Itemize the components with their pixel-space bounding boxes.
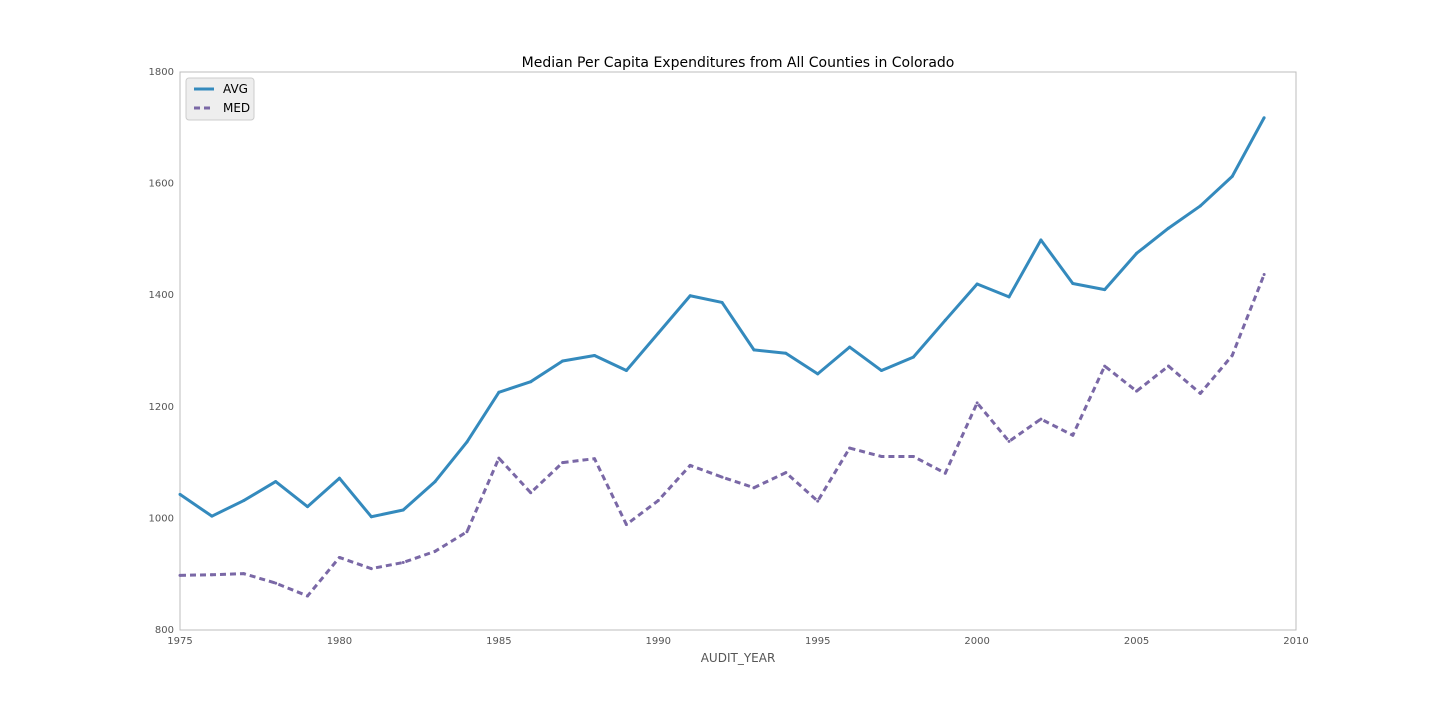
data-point-med: [752, 486, 756, 490]
data-point-avg: [1198, 204, 1202, 208]
data-point-avg: [1135, 251, 1139, 255]
data-point-med: [369, 567, 373, 571]
data-point-med: [529, 491, 533, 495]
x-tick-label: 1985: [486, 636, 511, 647]
data-point-avg: [369, 515, 373, 519]
data-point-med: [306, 594, 310, 598]
data-point-med: [1198, 391, 1202, 395]
data-point-avg: [1103, 288, 1107, 292]
data-point-avg: [593, 353, 597, 357]
data-point-avg: [274, 480, 278, 484]
data-point-avg: [848, 345, 852, 349]
y-tick-label: 1200: [149, 402, 174, 413]
legend-label-med: MED: [223, 101, 250, 115]
data-point-avg: [943, 318, 947, 322]
data-point-avg: [1262, 116, 1266, 120]
y-tick-label: 1800: [149, 67, 174, 78]
data-point-avg: [178, 492, 182, 496]
y-tick-label: 800: [155, 625, 174, 636]
data-point-med: [1007, 439, 1011, 443]
x-tick-label: 1995: [805, 636, 830, 647]
data-point-med: [274, 581, 278, 585]
data-point-med: [593, 457, 597, 461]
data-point-avg: [1166, 226, 1170, 230]
data-point-avg: [337, 476, 341, 480]
data-point-avg: [401, 508, 405, 512]
data-point-med: [465, 530, 469, 534]
x-tick-label: 2005: [1124, 636, 1149, 647]
x-tick-label: 1975: [167, 636, 192, 647]
data-point-med: [1039, 417, 1043, 421]
data-point-med: [1230, 353, 1234, 357]
legend: AVG MED: [185, 77, 255, 121]
data-point-med: [178, 573, 182, 577]
x-tick-label: 2000: [964, 636, 989, 647]
data-point-med: [624, 523, 628, 527]
data-point-avg: [465, 440, 469, 444]
x-axis-label: AUDIT_YEAR: [701, 651, 776, 665]
data-point-med: [1071, 433, 1075, 437]
data-point-avg: [975, 282, 979, 286]
y-tick-label: 1000: [149, 513, 174, 524]
data-point-med: [1103, 364, 1107, 368]
data-point-avg: [688, 294, 692, 298]
data-point-avg: [720, 300, 724, 304]
data-point-med: [337, 555, 341, 559]
data-point-med: [816, 499, 820, 503]
data-point-avg: [529, 380, 533, 384]
data-point-avg: [1039, 238, 1043, 242]
legend-label-avg: AVG: [223, 82, 248, 96]
data-point-avg: [1230, 174, 1234, 178]
x-tick-label: 2010: [1283, 636, 1308, 647]
y-tick-label: 1400: [149, 290, 174, 301]
data-point-avg: [561, 359, 565, 363]
x-tick-label: 1980: [327, 636, 352, 647]
data-point-avg: [433, 480, 437, 484]
data-point-avg: [242, 499, 246, 503]
data-point-med: [848, 446, 852, 450]
data-point-med: [1166, 364, 1170, 368]
data-point-med: [720, 475, 724, 479]
data-point-med: [242, 572, 246, 576]
data-point-avg: [624, 369, 628, 373]
data-point-avg: [497, 390, 501, 394]
data-point-med: [688, 463, 692, 467]
series-line-med: [179, 274, 1266, 598]
data-point-avg: [784, 351, 788, 355]
x-tick-label: 1990: [646, 636, 671, 647]
data-point-avg: [752, 348, 756, 352]
data-point-med: [975, 401, 979, 405]
x-axis-ticks: 1975 1980 1985 1990 1995 2000 2005 2010: [167, 636, 1308, 647]
data-point-avg: [210, 514, 214, 518]
data-point-avg: [879, 369, 883, 373]
data-point-med: [879, 454, 883, 458]
data-point-med: [656, 499, 660, 503]
data-point-med: [1262, 273, 1266, 277]
data-point-avg: [1071, 281, 1075, 285]
y-tick-label: 1600: [149, 179, 174, 190]
plot-area: [179, 71, 1297, 631]
chart-title: Median Per Capita Expenditures from All …: [522, 55, 955, 71]
data-point-avg: [911, 355, 915, 359]
data-point-med: [210, 573, 214, 577]
data-point-med: [433, 549, 437, 553]
data-point-avg: [1007, 295, 1011, 299]
data-point-avg: [816, 372, 820, 376]
data-point-med: [561, 461, 565, 465]
data-point-med: [401, 560, 405, 564]
data-point-med: [943, 471, 947, 475]
data-point-med: [1135, 389, 1139, 393]
data-point-avg: [656, 331, 660, 335]
y-axis-ticks: 800 1000 1200 1400 1600 1800: [149, 67, 174, 636]
series-layer: [178, 116, 1266, 598]
data-point-med: [911, 454, 915, 458]
data-point-med: [497, 456, 501, 460]
data-point-avg: [306, 505, 310, 509]
data-point-med: [784, 471, 788, 475]
